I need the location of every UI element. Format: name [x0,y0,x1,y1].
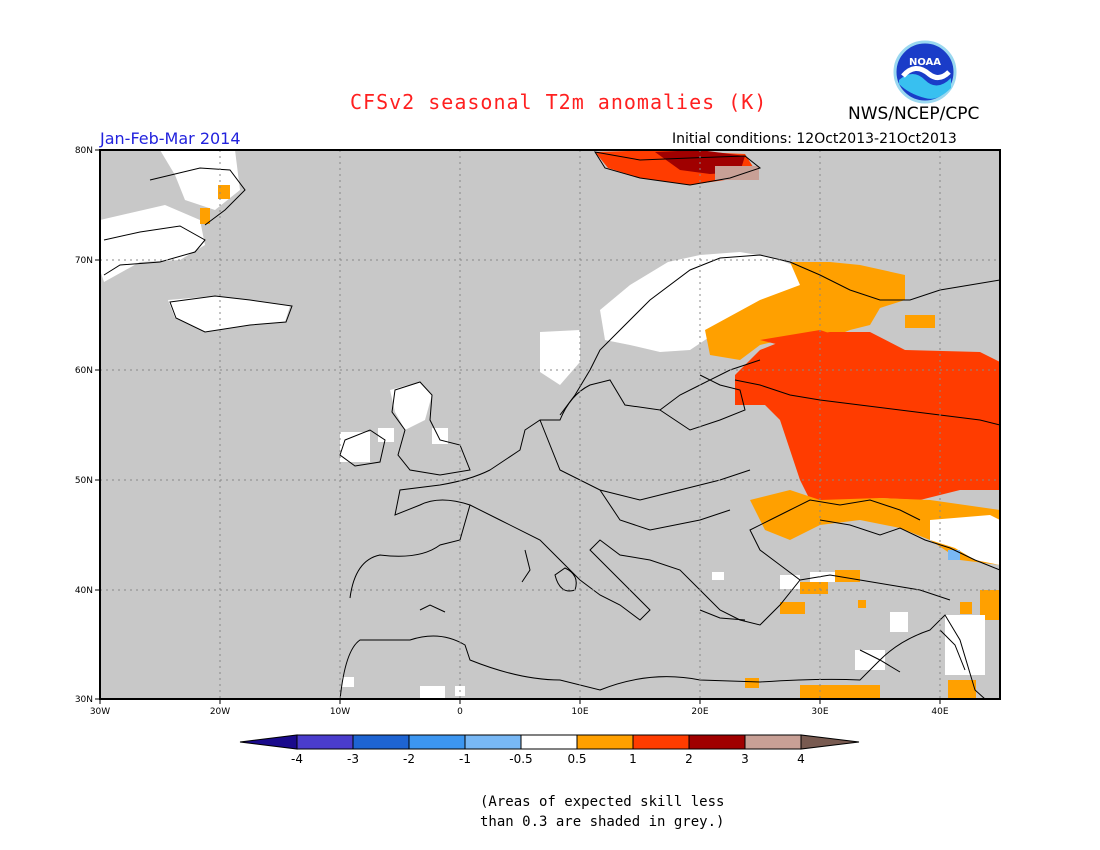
colorbar-segment [352,734,410,750]
colorbar-segment [520,734,578,750]
agency-label: NWS/NCEP/CPC [848,104,980,124]
initial-conditions-label: Initial conditions: 12Oct2013-21Oct2013 [672,131,957,147]
colorbar-label: -1 [459,752,471,766]
colorbar-label: 0.5 [567,752,586,766]
chart-title: CFSv2 seasonal T2m anomalies (K) [350,90,768,114]
anomaly-shading [100,150,1000,699]
colorbar-label: -4 [291,752,303,766]
noaa-logo: NOAA [893,40,957,104]
colorbar-segment [744,734,802,750]
lat-label: 60N [75,366,93,376]
colorbar-segment [464,734,522,750]
lat-label: 70N [75,256,93,266]
lat-labels: 80N 70N 60N 50N 40N 30N [75,146,93,705]
colorbar-segment [576,734,634,750]
footnote: (Areas of expected skill less than 0.3 a… [480,792,724,832]
footnote-line-1: (Areas of expected skill less [480,794,725,810]
lat-label: 40N [75,586,93,596]
colorbar-segment [688,734,746,750]
lon-label: 20E [691,707,708,717]
lon-label: 10E [571,707,588,717]
lat-label: 30N [75,695,93,705]
lon-label: 0 [457,707,463,717]
colorbar-segment [296,734,354,750]
colorbar-arrow-high [800,734,860,750]
gridlines [100,150,1000,699]
season-label: Jan-Feb-Mar 2014 [100,129,241,148]
footnote-line-2: than 0.3 are shaded in grey.) [480,814,725,830]
lat-label: 80N [75,146,93,156]
colorbar-label: 2 [685,752,693,766]
colorbar-segment [408,734,466,750]
colorbar-label: -0.5 [509,752,532,766]
colorbar: -4 -3 -2 -1 -0.5 0.5 1 2 3 4 [239,734,860,766]
colorbar-segment [632,734,690,750]
colorbar-label: 3 [741,752,749,766]
lat-label: 50N [75,476,93,486]
colorbar-label: 1 [629,752,637,766]
colorbar-arrow-low [239,734,298,750]
lon-label: 10W [330,707,350,717]
colorbar-label: 4 [797,752,805,766]
colorbar-label: -2 [403,752,415,766]
lon-label: 30E [811,707,828,717]
axis-ticks [95,149,941,704]
coastlines [103,151,1000,699]
lon-label: 30W [90,707,110,717]
map-frame [99,149,1001,700]
noaa-logo-text: NOAA [909,57,941,68]
colorbar-label: -3 [347,752,359,766]
lon-labels: 30W 20W 10W 0 10E 20E 30E 40E [90,707,949,717]
lon-label: 20W [210,707,230,717]
lon-label: 40E [931,707,948,717]
